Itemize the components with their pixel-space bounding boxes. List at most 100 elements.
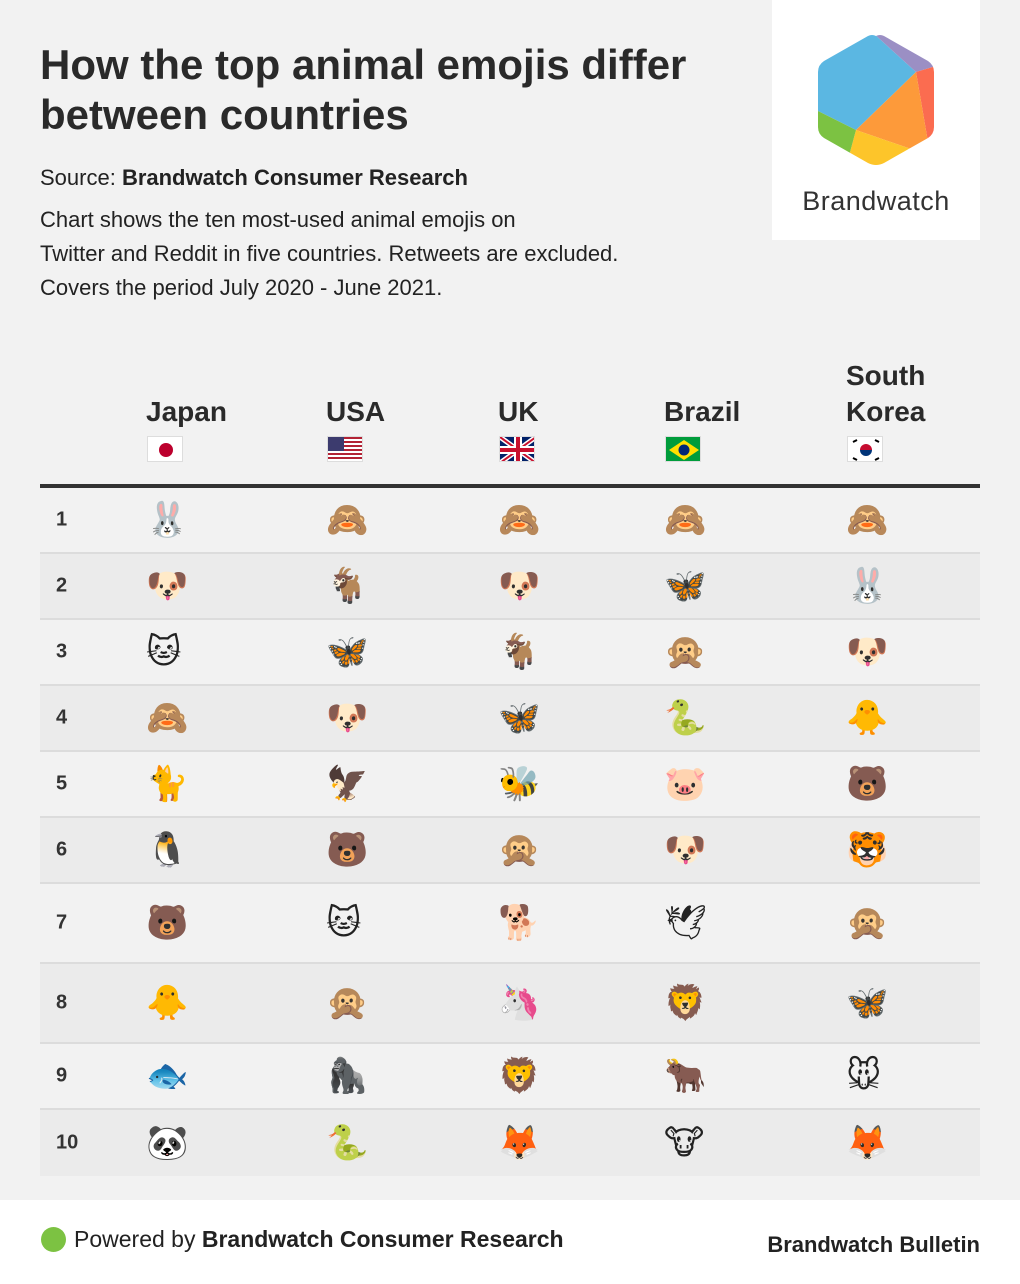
brandwatch-logo-text: Brandwatch [802,186,950,216]
rank-label: 5 [56,772,68,795]
emoji-cell: 🐥 [846,698,889,738]
rank-label: 9 [56,1064,68,1087]
emoji-cell: 🙊 [326,983,369,1023]
emoji-cell: 🐶 [664,830,707,870]
source-label: Source: [40,165,122,190]
table-row: 10 🐼 🐍 🦊 🐮 🦊 [40,1110,980,1176]
table-row: 9 🐟 🦍 🦁 🐂 🐭 [40,1044,980,1110]
table-row: 2 🐶 🐐 🐶 🦋 🐰 [40,554,980,620]
emoji-cell: 🐶 [326,698,369,738]
description-line: Covers the period July 2020 - June 2021. [40,275,443,300]
rank-label: 10 [56,1131,79,1154]
rank-label: 6 [56,838,68,861]
emoji-cell: 🐟 [146,1056,189,1096]
brandwatch-bulletin: Brandwatch Bulletin [767,1232,980,1257]
rank-label: 1 [56,508,68,531]
emoji-cell: 🐰 [146,500,189,540]
emoji-cell: 🙈 [146,698,189,738]
table-row: 4 🙈 🐶 🦋 🐍 🐥 [40,686,980,752]
description-line: Twitter and Reddit in five countries. Re… [40,241,619,266]
emoji-cell: 🐻 [146,903,189,943]
emoji-cell: 🐶 [846,632,889,672]
emoji-cell: 🦁 [498,1056,541,1096]
emoji-cell: 🕊 [664,903,708,943]
emoji-cell: 🐍 [664,698,707,738]
japan-flag-icon [147,436,183,462]
source-line: Source: Brandwatch Consumer Research [40,165,468,191]
footer: Powered by Brandwatch Consumer Research … [0,1200,1020,1284]
header-divider [40,484,980,488]
emoji-cell: 🐂 [664,1056,707,1096]
emoji-cell: 🙊 [498,830,541,870]
column-header-japan: Japan [146,396,227,427]
table-row: 5 🐈 🦅 🐝 🐷 🐻 [40,752,980,818]
emoji-cell: 🐐 [498,632,541,672]
column-header-south-korea: South Korea [846,360,926,427]
usa-flag-icon [327,436,363,462]
emoji-cell: 🐶 [498,566,541,606]
emoji-cell: 🐱 [146,632,182,672]
emoji-cell: 🐻 [326,830,369,870]
emoji-cell: 🦅 [326,764,369,804]
emoji-cell: 🦋 [498,698,541,738]
column-header-uk: UK [498,396,539,427]
emoji-cell: 🙈 [498,500,541,540]
emoji-cell: 🐱 [326,903,362,943]
powered-name: Brandwatch Consumer Research [201,1226,564,1252]
chart-description: Chart shows the ten most-used animal emo… [40,203,720,305]
emoji-cell: 🦊 [498,1123,541,1163]
emoji-cell: 🙈 [326,500,369,540]
table-row: 7 🐻 🐱 🐕 🕊 🙊 [40,884,980,964]
emoji-cell: 🦋 [846,983,889,1023]
south-korea-flag-icon [847,436,883,462]
column-header-usa: USA [326,396,386,427]
brandwatch-logo: Brandwatch [772,0,980,240]
emoji-cell: 🙈 [846,500,889,540]
powered-by: Powered by Brandwatch Consumer Research [74,1226,564,1253]
emoji-cell: 🐝 [498,764,541,804]
column-headers: Japan USA UK Brazil South Korea [40,360,980,484]
brazil-flag-icon [665,436,701,462]
emoji-cell: 🦍 [326,1056,369,1096]
emoji-cell: 🐷 [664,764,707,804]
table-row: 1 🐰 🙈 🙈 🙈 🙈 [40,488,980,554]
emoji-cell: 🦊 [846,1123,889,1163]
rank-label: 4 [56,706,68,729]
emoji-cell: 🐼 [146,1123,189,1163]
emoji-cell: 🐻 [846,764,889,804]
emoji-cell: 🙈 [664,500,707,540]
emoji-cell: 🐮 [664,1123,705,1163]
emoji-cell: 🐭 [846,1056,882,1096]
emoji-cell: 🐕 [498,903,541,943]
emoji-cell: 🐥 [146,983,189,1023]
emoji-ranking-table: 1 🐰 🙈 🙈 🙈 🙈 2 🐶 🐐 🐶 🦋 🐰 3 🐱 🦋 🐐 🙊 🐶 4 🙈 🐶 🦋 🐍 🐥 5 🐈 🦅 🐝 🐷 🐻 6 🐧 🐻 🙊 🐶 🐯 7 🐻 🐱 🐕… [40,488,980,1176]
emoji-cell: 🐰 [846,566,889,606]
emoji-cell: 🐧 [146,830,189,870]
table-row: 8 🐥 🙊 🦄 🦁 🦋 [40,964,980,1044]
emoji-cell: 🙊 [846,903,889,943]
emoji-cell: 🦋 [664,566,707,606]
rank-label: 2 [56,574,68,597]
green-dot-icon [41,1227,66,1252]
rank-label: 8 [56,991,68,1014]
powered-prefix: Powered by [74,1226,202,1252]
emoji-cell: 🦄 [498,983,541,1023]
emoji-cell: 🐐 [326,566,369,606]
brandwatch-hexagon-icon [818,35,934,165]
emoji-cell: 🦁 [664,983,707,1023]
emoji-cell: 🙊 [664,632,707,672]
source-name: Brandwatch Consumer Research [121,165,468,190]
description-line: Chart shows the ten most-used animal emo… [40,207,516,232]
emoji-cell: 🐈 [146,764,189,804]
emoji-cell: 🦋 [326,632,369,672]
rank-label: 7 [56,911,68,934]
uk-flag-icon [499,436,535,462]
page-title: How the top animal emojis differ between… [40,41,687,138]
emoji-cell: 🐯 [846,830,889,870]
emoji-cell: 🐶 [146,566,189,606]
table-row: 3 🐱 🦋 🐐 🙊 🐶 [40,620,980,686]
table-row: 6 🐧 🐻 🙊 🐶 🐯 [40,818,980,884]
column-header-brazil: Brazil [664,396,741,427]
rank-label: 3 [56,640,68,663]
emoji-cell: 🐍 [326,1123,369,1163]
